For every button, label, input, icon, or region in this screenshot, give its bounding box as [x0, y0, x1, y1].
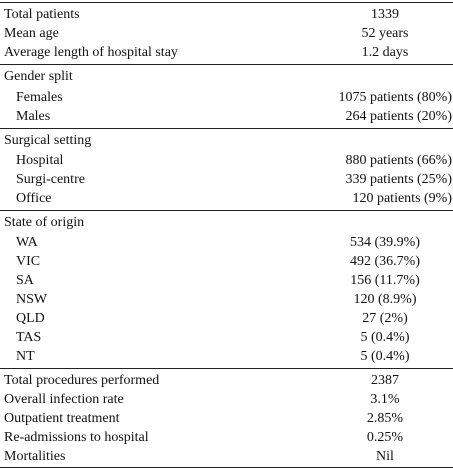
- row-label: Hospital: [16, 153, 64, 168]
- row-label: Overall infection rate: [4, 392, 124, 407]
- row-label: Females: [16, 90, 63, 105]
- row-value: 3.1%: [370, 392, 400, 407]
- section-heading: Surgical setting: [4, 133, 92, 148]
- row-value: 5 (0.4%): [360, 349, 410, 364]
- row-label: Outpatient treatment: [4, 411, 120, 426]
- table-row-total-procedures: Total procedures performed 2387: [0, 371, 453, 390]
- row-label: VIC: [16, 254, 41, 269]
- row-value: 27 (2%): [362, 311, 408, 326]
- table-row-nsw: NSW 120 (8.9%): [0, 290, 453, 309]
- row-label: Total patients: [4, 7, 80, 22]
- table-row-total-patients: Total patients 1339: [0, 5, 453, 24]
- row-label: Mean age: [4, 26, 59, 41]
- row-value: 264 patients (20%): [345, 109, 452, 124]
- section-heading-origin: State of origin: [0, 213, 453, 232]
- row-value: 0.25%: [366, 430, 404, 445]
- section-heading-gender: Gender split: [0, 67, 453, 86]
- row-value: 339 patients (25%): [345, 172, 452, 187]
- row-value: 120 patients (9%): [352, 191, 452, 206]
- section-heading: State of origin: [4, 215, 85, 230]
- row-value: 534 (39.9%): [350, 235, 420, 250]
- row-value: 5 (0.4%): [360, 330, 410, 345]
- row-value: 2.85%: [366, 411, 404, 426]
- row-value: Nil: [376, 449, 394, 464]
- table-row-surgi-centre: Surgi-centre 339 patients (25%): [0, 170, 453, 189]
- table-row-infection-rate: Overall infection rate 3.1%: [0, 390, 453, 409]
- row-label: NT: [16, 349, 35, 364]
- row-value: 2387: [371, 373, 399, 388]
- row-label: Mortalities: [4, 449, 66, 464]
- row-label: TAS: [16, 330, 42, 345]
- table-row-outpatient: Outpatient treatment 2.85%: [0, 409, 453, 428]
- table-row-wa: WA 534 (39.9%): [0, 233, 453, 252]
- row-label: SA: [16, 273, 34, 288]
- table-row-nt: NT 5 (0.4%): [0, 347, 453, 366]
- row-label: Re-admissions to hospital: [4, 430, 149, 445]
- table-bottom-rule: [0, 467, 453, 468]
- row-value: 1339: [371, 7, 399, 22]
- table-row-vic: VIC 492 (36.7%): [0, 252, 453, 271]
- table-row-qld: QLD 27 (2%): [0, 309, 453, 328]
- row-label: Average length of hospital stay: [4, 45, 178, 60]
- row-value: 1.2 days: [361, 45, 409, 60]
- section-divider: [0, 128, 453, 129]
- row-value: 880 patients (66%): [345, 153, 452, 168]
- table-row-females: Females 1075 patients (80%): [0, 88, 453, 107]
- row-label: QLD: [16, 311, 45, 326]
- section-divider: [0, 368, 453, 369]
- table-row-hospital: Hospital 880 patients (66%): [0, 151, 453, 170]
- row-label: Office: [16, 191, 52, 206]
- section-heading-setting: Surgical setting: [0, 131, 453, 150]
- table-row-readmissions: Re-admissions to hospital 0.25%: [0, 428, 453, 447]
- row-value: 156 (11.7%): [350, 273, 420, 288]
- row-label: NSW: [16, 292, 48, 307]
- row-value: 492 (36.7%): [350, 254, 420, 269]
- section-heading: Gender split: [4, 69, 73, 84]
- row-label: Surgi-centre: [16, 172, 85, 187]
- row-value: 120 (8.9%): [353, 292, 417, 307]
- section-divider: [0, 64, 453, 65]
- row-label: Males: [16, 109, 51, 124]
- table-row-tas: TAS 5 (0.4%): [0, 328, 453, 347]
- row-value: 52 years: [361, 26, 409, 41]
- table-row-mean-age: Mean age 52 years: [0, 24, 453, 43]
- table-row-office: Office 120 patients (9%): [0, 189, 453, 208]
- table-row-length-of-stay: Average length of hospital stay 1.2 days: [0, 43, 453, 62]
- row-label: WA: [16, 235, 38, 250]
- row-label: Total procedures performed: [4, 373, 160, 388]
- section-divider: [0, 210, 453, 211]
- table-top-rule: [0, 2, 453, 3]
- table-row-sa: SA 156 (11.7%): [0, 271, 453, 290]
- row-value: 1075 patients (80%): [338, 90, 452, 105]
- table-row-males: Males 264 patients (20%): [0, 107, 453, 126]
- table-row-mortalities: Mortalities Nil: [0, 447, 453, 466]
